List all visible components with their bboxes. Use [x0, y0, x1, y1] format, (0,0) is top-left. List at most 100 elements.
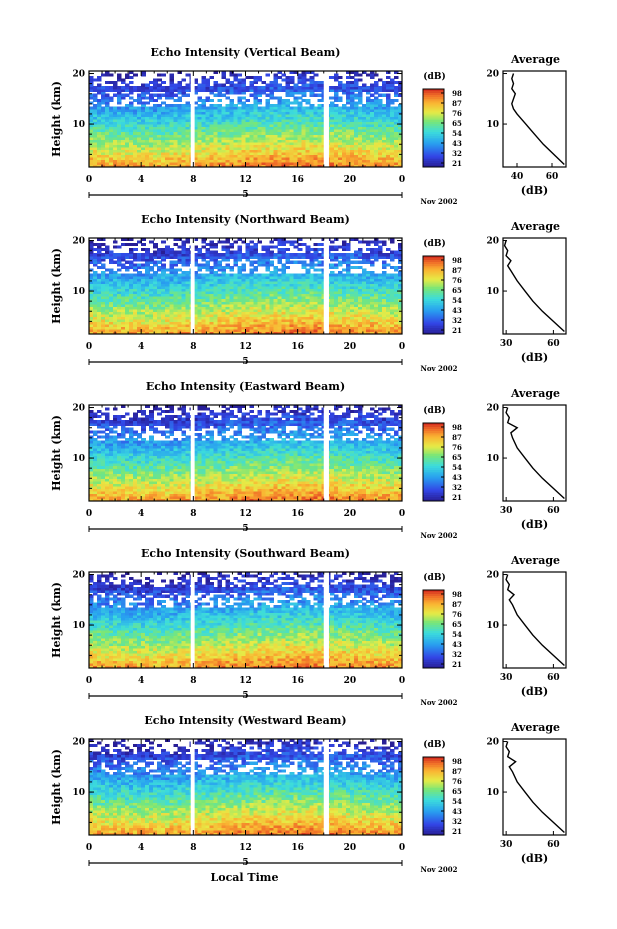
colorbar-tick-label: 21 — [452, 827, 462, 836]
profile-x-tick-label: 30 — [500, 339, 513, 349]
average-profile: Average 20 10 30 60 (dB) — [486, 220, 567, 364]
profile-y-tick-label: 10 — [486, 621, 499, 631]
colorbar-tick-label: 76 — [452, 443, 462, 452]
heatmap — [89, 238, 403, 335]
colorbar-tick-label: 76 — [452, 610, 462, 619]
colorbar-tick-label: 54 — [452, 630, 462, 639]
y-tick-label: 20 — [72, 738, 85, 748]
colorbar-tick-label: 65 — [452, 119, 462, 128]
profile-x-tick-label: 60 — [547, 506, 560, 516]
colorbar-tick-label: 65 — [452, 620, 462, 629]
y-axis-label: Height (km) — [50, 582, 63, 658]
y-axis-label: Height (km) — [50, 248, 63, 324]
y-tick-label: 20 — [72, 404, 85, 414]
day-marker: 5 — [242, 190, 248, 200]
colorbar-frame — [422, 422, 445, 502]
profile-title: Average — [510, 53, 560, 66]
colorbar-unit: (dB) — [423, 238, 445, 249]
profile-x-tick-label: 30 — [500, 506, 513, 516]
day-marker: 5 — [242, 357, 248, 367]
colorbar-tick-label: 87 — [452, 433, 462, 442]
x-tick-label: 20 — [344, 676, 357, 686]
colorbar-unit: (dB) — [423, 71, 445, 82]
x-tick-label: 20 — [344, 342, 357, 352]
x-tick-label: 0 — [399, 509, 405, 519]
average-profile: Average 20 10 30 60 (dB) — [486, 554, 567, 698]
colorbar-tick-label: 32 — [452, 817, 462, 826]
colorbar-tick-label: 98 — [452, 757, 462, 766]
colorbar — [423, 256, 444, 335]
y-axis-label: Height (km) — [50, 415, 63, 491]
x-tick-label: 8 — [190, 843, 196, 853]
x-tick-label: 0 — [399, 342, 405, 352]
colorbar-tick-label: 54 — [452, 129, 462, 138]
profile-x-label: (dB) — [521, 685, 548, 698]
y-tick-label: 10 — [72, 287, 85, 297]
profile-line — [505, 741, 565, 834]
profile-line — [505, 407, 565, 500]
x-tick-label: 0 — [86, 509, 92, 519]
chart-title: Echo Intensity (Vertical Beam) — [150, 46, 340, 59]
profile-x-tick-label: 30 — [500, 840, 513, 850]
colorbar-tick-label: 98 — [452, 256, 462, 265]
data-gap — [323, 739, 329, 835]
profile-line — [503, 240, 565, 333]
profile-x-tick-label: 40 — [511, 172, 524, 182]
day-marker: 5 — [242, 524, 248, 534]
colorbar-tick-label: 54 — [452, 296, 462, 305]
chart-title: Echo Intensity (Westward Beam) — [144, 714, 346, 727]
x-tick-label: 16 — [291, 676, 304, 686]
colorbar-tick-label: 43 — [452, 139, 462, 148]
profile-title: Average — [510, 220, 560, 233]
y-axis-label: Height (km) — [50, 749, 63, 825]
x-tick-label: 0 — [399, 175, 405, 185]
x-tick-label: 4 — [138, 509, 144, 519]
profile-frame — [502, 70, 567, 168]
x-tick-label: 8 — [190, 342, 196, 352]
panel-0: Echo Intensity (Vertical Beam) 20 10 Height… — [50, 46, 567, 206]
y-axis-label: Height (km) — [50, 81, 63, 157]
colorbar-tick-label: 87 — [452, 99, 462, 108]
panel-1: Echo Intensity (Northward Beam) 20 10 Heigh… — [50, 213, 567, 373]
profile-y-tick-label: 20 — [486, 571, 499, 581]
colorbar — [423, 423, 444, 502]
chart-title: Echo Intensity (Northward Beam) — [141, 213, 350, 226]
profile-x-tick-label: 60 — [547, 673, 560, 683]
x-tick-label: 0 — [86, 175, 92, 185]
data-gap — [190, 238, 195, 334]
x-tick-label: 16 — [291, 175, 304, 185]
profile-y-tick-label: 20 — [486, 70, 499, 80]
x-tick-label: 20 — [344, 509, 357, 519]
colorbar-tick-label: 65 — [452, 787, 462, 796]
y-tick-label: 20 — [72, 70, 85, 80]
y-tick-label: 10 — [72, 788, 85, 798]
colorbar-tick-label: 21 — [452, 493, 462, 502]
profile-title: Average — [510, 387, 560, 400]
colorbar-tick-label: 43 — [452, 807, 462, 816]
x-tick-label: 20 — [344, 175, 357, 185]
colorbar-tick-label: 43 — [452, 473, 462, 482]
date-label: Nov 2002 — [420, 197, 457, 206]
profile-y-tick-label: 10 — [486, 287, 499, 297]
colorbar-tick-label: 43 — [452, 640, 462, 649]
x-tick-label: 8 — [190, 175, 196, 185]
profile-y-tick-label: 20 — [486, 404, 499, 414]
profile-y-tick-label: 10 — [486, 454, 499, 464]
y-tick-label: 20 — [72, 237, 85, 247]
colorbar-tick-label: 76 — [452, 276, 462, 285]
colorbar — [423, 590, 444, 669]
date-label: Nov 2002 — [420, 865, 457, 874]
data-gap — [190, 405, 195, 501]
data-gap — [323, 572, 329, 668]
data-gap — [190, 739, 195, 835]
colorbar-tick-label: 21 — [452, 326, 462, 335]
colorbar-frame — [422, 255, 445, 335]
x-tick-label: 16 — [291, 342, 304, 352]
profile-x-label: (dB) — [521, 184, 548, 197]
colorbar-tick-label: 87 — [452, 266, 462, 275]
x-tick-label: 20 — [344, 843, 357, 853]
heatmap — [89, 71, 403, 168]
panel-3: Echo Intensity (Southward Beam) 20 10 Heigh… — [50, 547, 567, 707]
colorbar-tick-label: 21 — [452, 159, 462, 168]
